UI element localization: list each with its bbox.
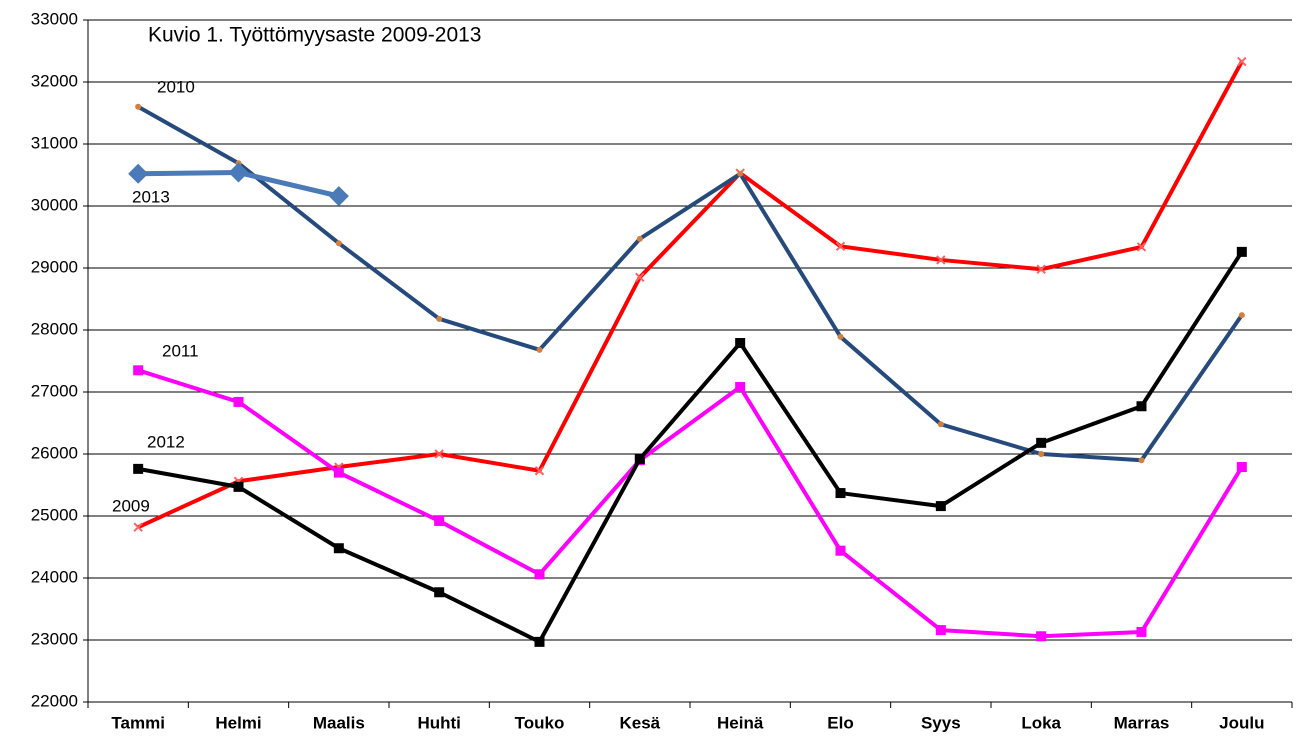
marker	[835, 241, 846, 252]
marker	[1236, 246, 1247, 257]
marker	[333, 543, 344, 554]
marker	[534, 569, 545, 580]
marker	[436, 315, 443, 322]
x-tick-label: Elo	[827, 713, 853, 732]
marker	[636, 235, 643, 242]
marker	[128, 163, 149, 184]
x-tick-label: Kesä	[620, 713, 661, 732]
series-line	[137, 105, 1244, 463]
marker	[534, 466, 545, 476]
y-tick-label: 24000	[31, 567, 78, 586]
x-tick-label: Joulu	[1219, 713, 1264, 732]
x-tick-label: Maalis	[313, 713, 365, 732]
x-tick-label: Marras	[1114, 713, 1170, 732]
chart-title: Kuvio 1. Työttömyysaste 2009-2013	[148, 24, 481, 47]
marker	[735, 382, 746, 393]
marker	[1136, 401, 1147, 412]
marker	[635, 272, 645, 283]
marker	[233, 396, 244, 407]
marker	[835, 545, 846, 556]
y-tick-label: 27000	[31, 381, 78, 400]
y-tick-label: 23000	[31, 629, 78, 648]
marker	[1237, 56, 1247, 67]
marker	[835, 488, 846, 499]
y-tick-label: 30000	[31, 195, 78, 214]
marker	[434, 449, 444, 459]
series-line	[137, 368, 1244, 639]
x-tick-label: Huhti	[417, 713, 460, 732]
x-tick-label: Helmi	[215, 713, 261, 732]
marker	[1238, 312, 1245, 319]
series-line	[137, 250, 1244, 644]
marker	[133, 522, 143, 532]
x-tick-label: Heinä	[717, 713, 764, 732]
y-tick-label: 25000	[31, 505, 78, 524]
marker	[335, 240, 342, 247]
x-tick-label: Loka	[1021, 713, 1061, 732]
marker	[328, 186, 349, 207]
marker	[837, 333, 844, 340]
marker	[135, 103, 142, 110]
y-tick-label: 28000	[31, 319, 78, 338]
marker	[133, 365, 144, 376]
marker	[1138, 457, 1145, 464]
series-label: 2009	[112, 496, 150, 515]
x-tick-label: Syys	[921, 713, 961, 732]
marker	[1036, 437, 1047, 448]
marker	[434, 587, 445, 598]
y-tick-label: 26000	[31, 443, 78, 462]
marker	[1036, 264, 1046, 274]
marker	[1136, 242, 1147, 252]
y-tick-label: 31000	[31, 133, 78, 152]
x-tick-label: Tammi	[111, 713, 165, 732]
y-tick-label: 29000	[31, 257, 78, 276]
marker	[1136, 626, 1147, 637]
series-label: 2012	[147, 432, 185, 451]
y-tick-label: 33000	[31, 9, 78, 28]
series-label: 2010	[157, 77, 195, 96]
marker	[536, 346, 543, 353]
x-tick-label: Touko	[515, 713, 565, 732]
marker	[937, 421, 944, 428]
marker	[1036, 631, 1047, 642]
marker	[737, 170, 744, 177]
marker	[333, 467, 344, 478]
marker	[228, 162, 249, 183]
marker	[936, 255, 946, 265]
series-line	[137, 60, 1244, 529]
marker	[634, 453, 645, 464]
marker	[133, 463, 144, 474]
marker	[1236, 462, 1247, 473]
marker	[1038, 451, 1045, 457]
y-tick-label: 22000	[31, 691, 78, 710]
marker	[233, 481, 244, 492]
marker	[735, 338, 746, 349]
series-label: 2011	[162, 341, 199, 360]
series-label: 2013	[132, 187, 170, 206]
marker	[935, 501, 946, 512]
marker	[534, 636, 545, 647]
marker	[434, 515, 445, 526]
marker	[935, 625, 946, 636]
y-tick-label: 32000	[31, 71, 78, 90]
